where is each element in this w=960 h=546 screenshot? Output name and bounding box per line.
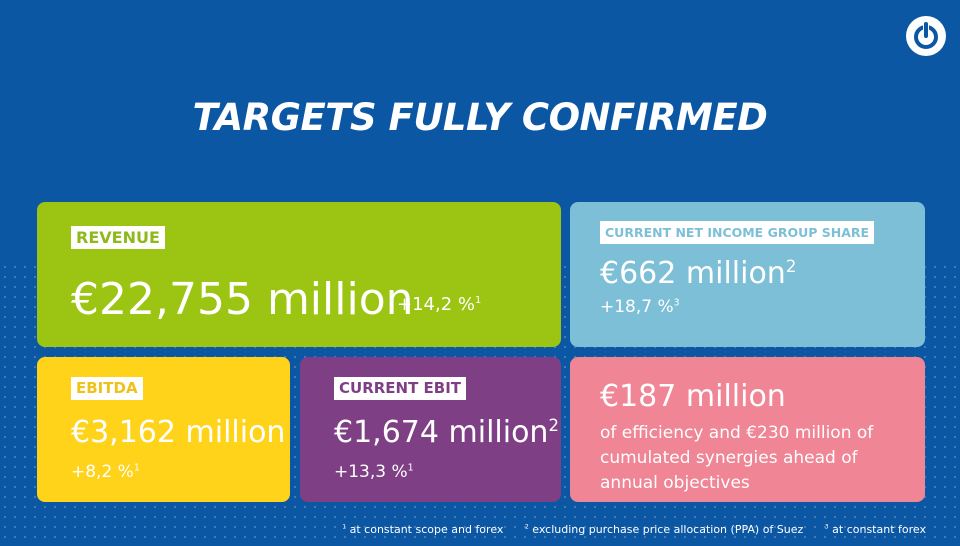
- efficiency-description: of efficiency and €230 million of cumula…: [600, 423, 874, 493]
- ebit-value: €1,674 million2: [334, 415, 559, 450]
- ebit-label: CURRENT EBIT: [334, 377, 467, 400]
- ebitda-label: EBITDA: [71, 377, 143, 400]
- net-income-value: €662 million2: [600, 256, 797, 291]
- ebit-card: CURRENT EBIT €1,674 million2 +13,3 %1: [300, 357, 561, 502]
- revenue-card: REVENUE €22,755 million +14,2 %1: [37, 202, 561, 347]
- net-income-label: CURRENT NET INCOME GROUP SHARE: [600, 221, 875, 244]
- footnote-1: 1 at constant scope and forex: [342, 523, 504, 536]
- revenue-change: +14,2 %1: [397, 294, 482, 315]
- company-logo-icon: [906, 16, 946, 56]
- ebitda-change: +8,2 %1: [71, 462, 140, 482]
- net-income-card: CURRENT NET INCOME GROUP SHARE €662 mill…: [570, 202, 925, 347]
- footnote-2: 2 excluding purchase price allocation (P…: [524, 523, 804, 536]
- net-income-change: +18,7 %3: [600, 297, 680, 317]
- efficiency-card: €187 million of efficiency and €230 mill…: [570, 357, 925, 502]
- page-title: TARGETS FULLY CONFIRMED: [192, 96, 768, 139]
- ebitda-card: EBITDA €3,162 million +8,2 %1: [37, 357, 290, 502]
- revenue-label: REVENUE: [71, 226, 165, 249]
- efficiency-value: €187 million: [600, 379, 786, 414]
- ebitda-value: €3,162 million: [71, 415, 286, 450]
- footnote-3: 3 at constant forex: [824, 523, 926, 536]
- revenue-value: €22,755 million: [71, 274, 414, 325]
- footnotes: 1 at constant scope and forex 2 excludin…: [324, 523, 926, 536]
- ebit-change: +13,3 %1: [334, 462, 414, 482]
